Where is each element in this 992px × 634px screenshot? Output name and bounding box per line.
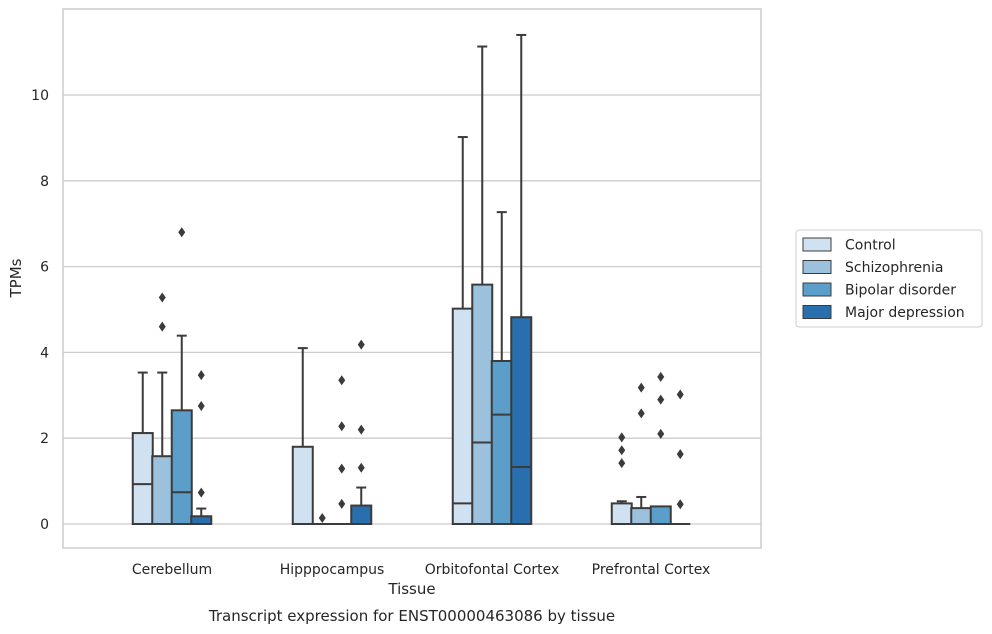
box-bipolar-disorder	[649, 371, 672, 526]
x-axis-label: Tissue	[387, 580, 435, 598]
outlier-point	[338, 375, 346, 386]
outlier-point	[618, 432, 626, 443]
outlier-point	[657, 371, 665, 382]
box-body	[510, 316, 533, 525]
outlier-point	[637, 408, 645, 419]
outlier-point	[318, 512, 326, 523]
x-tick-label: Orbitofontal Cortex	[425, 562, 560, 578]
box-control	[131, 371, 154, 525]
box-body	[190, 515, 213, 526]
outlier-point	[158, 321, 166, 332]
boxes	[131, 33, 691, 526]
y-tick-label: 8	[40, 174, 49, 190]
box-body	[471, 283, 494, 526]
box-body	[131, 432, 154, 525]
x-tick-label: Cerebellum	[132, 562, 212, 578]
outlier-point	[676, 449, 684, 460]
outlier-point	[618, 445, 626, 456]
box-bipolar-disorder	[170, 227, 193, 525]
x-tick-labels: Cerebellum Hipppocampus Orbitofontal Corte…	[132, 562, 710, 578]
outlier-point	[657, 428, 665, 439]
legend-swatch	[802, 237, 832, 252]
legend-swatch	[802, 260, 832, 274]
box-schizophrenia	[471, 45, 494, 526]
outlier-point	[338, 463, 346, 474]
box-schizophrenia	[630, 382, 653, 526]
box-bipolar-disorder	[490, 211, 513, 526]
plot-frame	[62, 8, 762, 549]
outlier-point	[676, 389, 684, 400]
legend-frame	[795, 229, 983, 328]
box-control	[291, 347, 314, 525]
box-body	[649, 505, 672, 526]
outlier-point	[178, 227, 186, 238]
outlier-point	[197, 487, 205, 498]
legend: Control Schizophrenia Bipolar disorder Majo…	[795, 229, 983, 328]
outlier-point	[676, 499, 684, 510]
box-major-depression	[350, 339, 373, 526]
box-body	[151, 455, 174, 525]
x-tick-label: Hipppocampus	[280, 562, 385, 578]
y-tick-label: 2	[40, 431, 49, 447]
y-axis-label: TPMs	[7, 258, 25, 298]
box-control	[451, 136, 474, 525]
outlier-point	[197, 370, 205, 381]
box-body	[350, 504, 373, 526]
outlier-point	[197, 401, 205, 412]
legend-label: Bipolar disorder	[845, 283, 956, 299]
outlier-point	[657, 394, 665, 405]
x-tick-label: Prefrontal Cortex	[592, 562, 711, 578]
outlier-point	[618, 458, 626, 469]
box-major-depression	[190, 370, 213, 526]
box-major-depression	[670, 389, 691, 525]
outlier-point	[637, 382, 645, 393]
y-tick-label: 0	[40, 517, 49, 533]
legend-swatch	[802, 305, 832, 319]
legend-label: Control	[845, 238, 896, 254]
outlier-point	[357, 339, 365, 350]
y-tick-labels: 0 2 4 6 8 10	[31, 88, 49, 533]
y-tick-label: 4	[40, 345, 49, 361]
outlier-point	[357, 462, 365, 473]
y-tick-label: 10	[31, 88, 49, 104]
outlier-point	[158, 292, 166, 303]
box-control	[610, 432, 633, 525]
box-body	[490, 359, 513, 526]
box-schizophrenia	[312, 512, 333, 525]
box-body	[451, 307, 474, 525]
box-schizophrenia	[151, 292, 174, 525]
outlier-point	[357, 424, 365, 435]
box-body	[170, 409, 193, 525]
chart-caption: Transcript expression for ENST0000046308…	[208, 607, 615, 625]
box-bipolar-disorder	[331, 375, 352, 525]
box-body	[610, 502, 633, 525]
box-body	[291, 445, 314, 525]
y-tick-label: 6	[40, 260, 49, 276]
box-major-depression	[510, 33, 533, 525]
legend-swatch	[802, 282, 832, 297]
outlier-point	[338, 498, 346, 509]
outlier-point	[338, 421, 346, 432]
legend-label: Schizophrenia	[845, 260, 943, 276]
legend-label: Major depression	[845, 305, 965, 321]
box-body	[630, 507, 653, 526]
